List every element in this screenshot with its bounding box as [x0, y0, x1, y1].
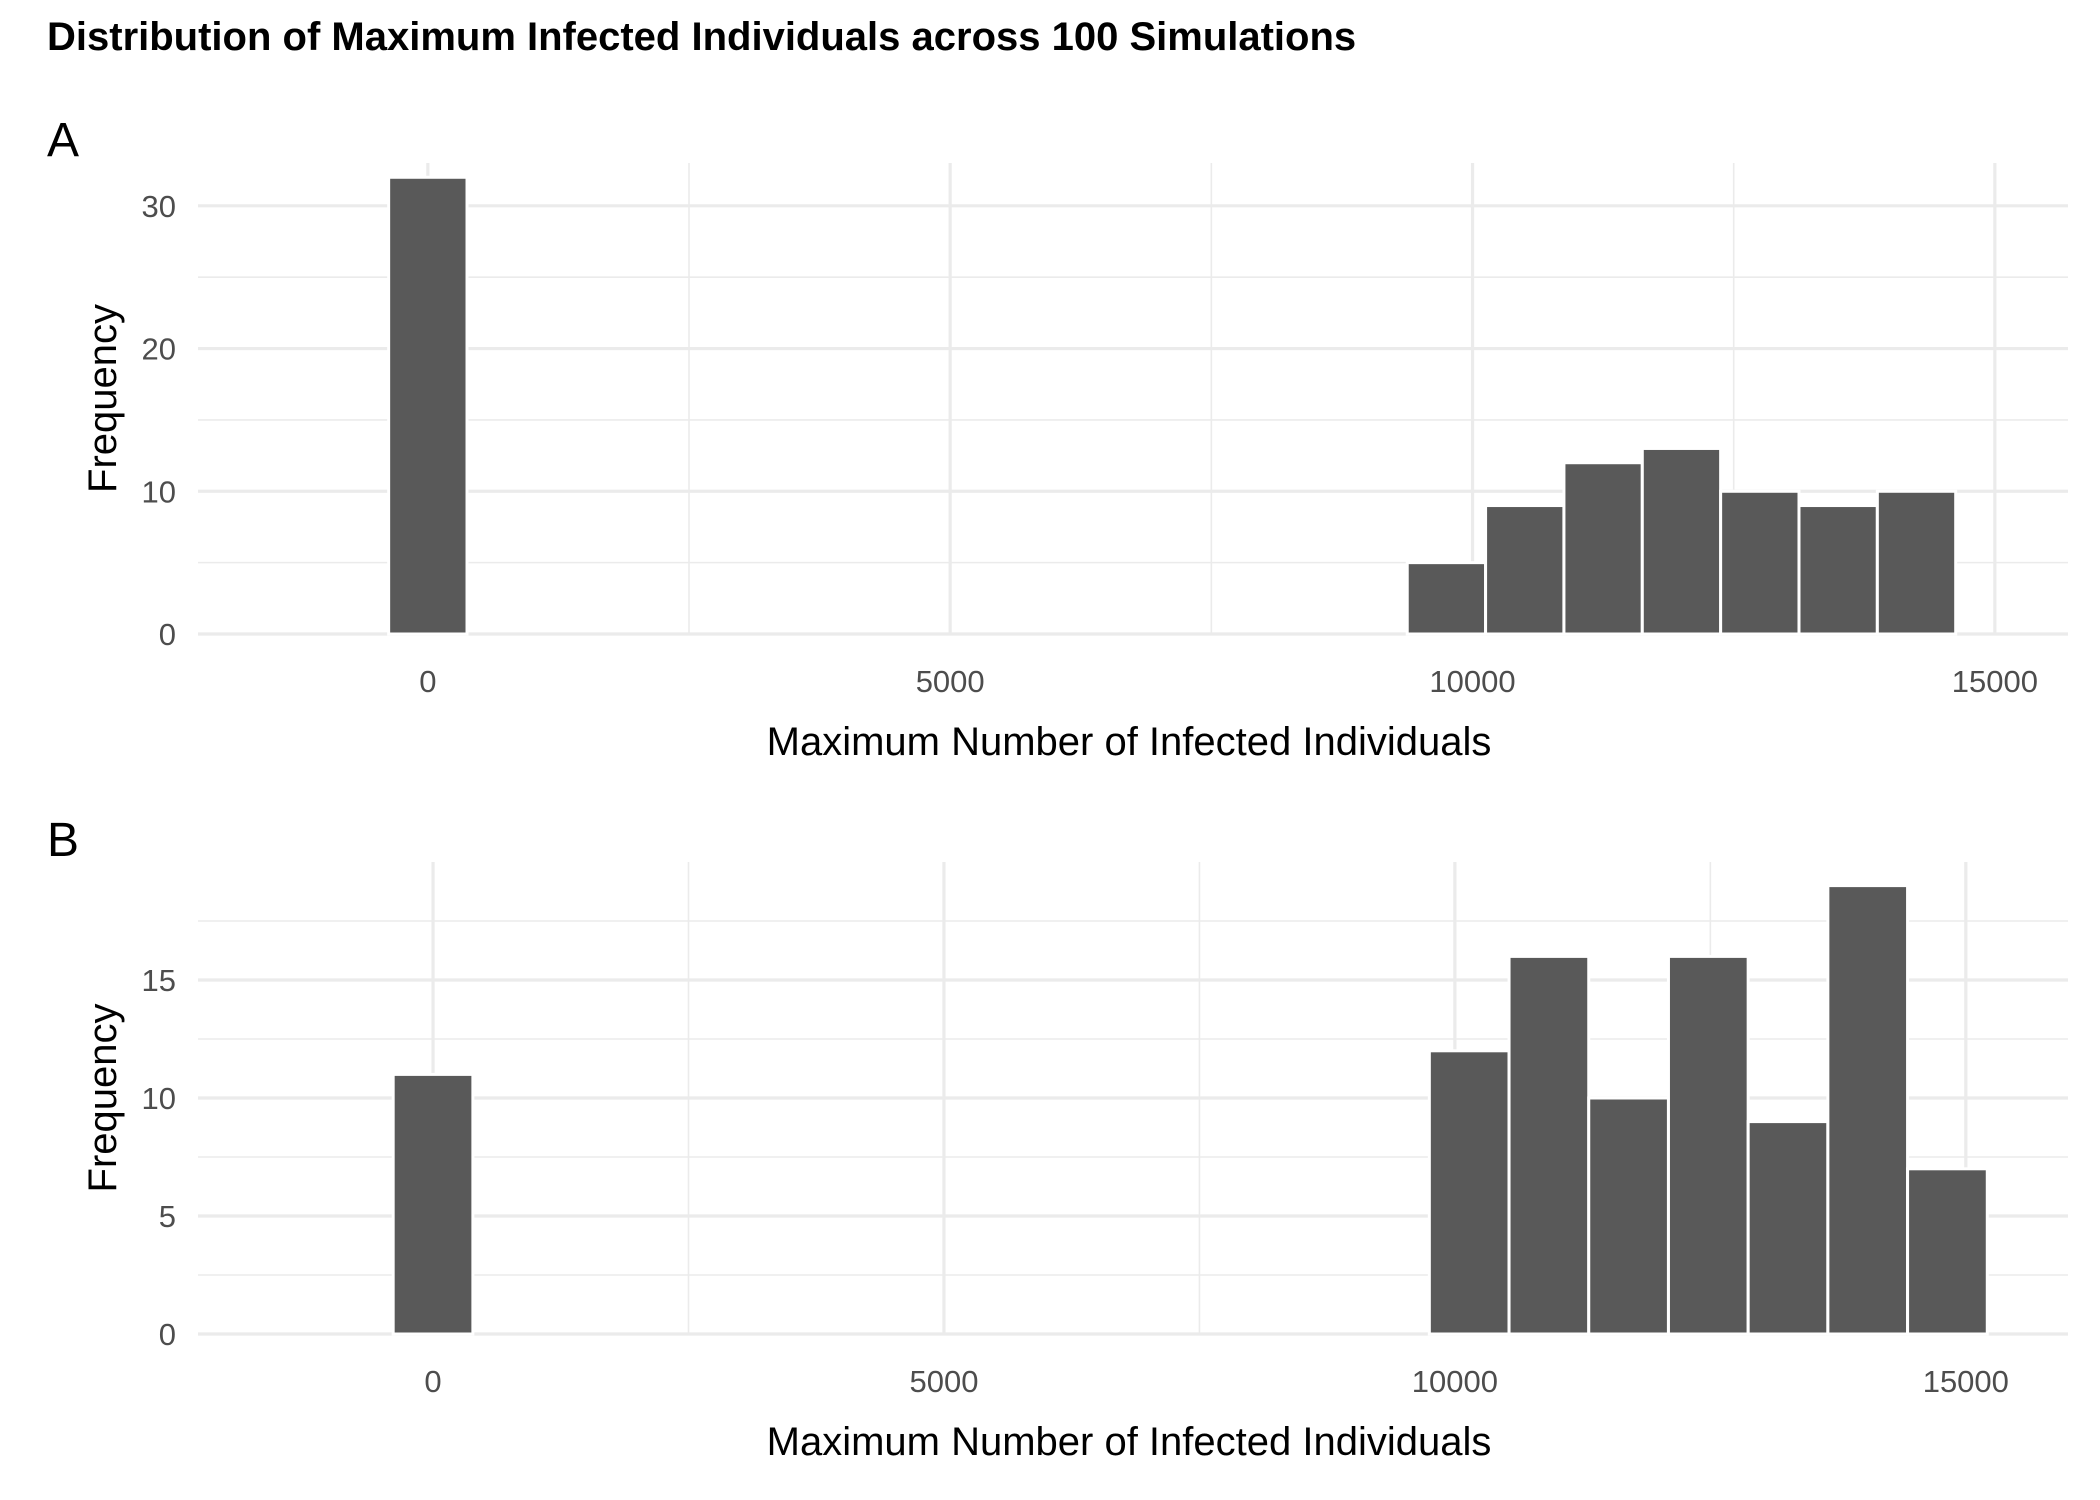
y-tick-label: 0: [159, 617, 176, 652]
histogram-bar: [1587, 1096, 1670, 1336]
x-tick-label: 15000: [1923, 1364, 2009, 1399]
histogram-bar: [1746, 1120, 1830, 1336]
y-axis-title: Frequency: [81, 304, 125, 493]
y-tick-label: 15: [142, 963, 176, 998]
y-tick-label: 30: [142, 189, 176, 224]
y-tick-label: 20: [142, 332, 176, 367]
histogram-bar: [1427, 1049, 1511, 1336]
histogram-bar: [1507, 954, 1591, 1336]
histogram-bar: [1719, 489, 1801, 636]
panel-label: A: [47, 114, 79, 167]
x-axis-title: Maximum Number of Infected Individuals: [767, 720, 1492, 764]
histogram-bar: [391, 1072, 475, 1336]
histogram-bar: [1562, 461, 1644, 636]
histogram-bar: [1875, 489, 1958, 636]
y-tick-label: 10: [142, 1081, 176, 1116]
y-tick-label: 10: [142, 474, 176, 509]
panel-label: B: [47, 814, 79, 867]
y-tick-label: 0: [159, 1317, 176, 1352]
x-tick-label: 15000: [1952, 664, 2038, 699]
histogram-bar: [387, 175, 469, 636]
x-tick-label: 10000: [1429, 664, 1515, 699]
y-tick-label: 5: [159, 1199, 176, 1234]
x-tick-label: 5000: [909, 1364, 978, 1399]
y-axis-title: Frequency: [81, 1004, 125, 1193]
histogram-bar: [1826, 884, 1910, 1336]
x-tick-label: 10000: [1412, 1364, 1498, 1399]
histogram-bar: [1666, 954, 1750, 1336]
histogram-bar: [1797, 504, 1879, 636]
x-tick-label: 5000: [916, 664, 985, 699]
x-axis-title: Maximum Number of Infected Individuals: [767, 1420, 1492, 1464]
chart-title: Distribution of Maximum Infected Individ…: [47, 15, 1357, 59]
histogram-bar: [1484, 504, 1566, 636]
histogram-bar: [1640, 446, 1723, 636]
x-tick-label: 0: [419, 664, 436, 699]
x-tick-label: 0: [424, 1364, 441, 1399]
panel-b: 0 5000 10000 15000 0 5 10 15 Maximum Number of I…: [47, 814, 2068, 1464]
panel-a: 0 5000 10000 15000 0 10 20 30 Maximum Number of …: [47, 114, 2068, 764]
histogram-bar: [1405, 561, 1488, 636]
histogram-bar: [1906, 1167, 1989, 1336]
